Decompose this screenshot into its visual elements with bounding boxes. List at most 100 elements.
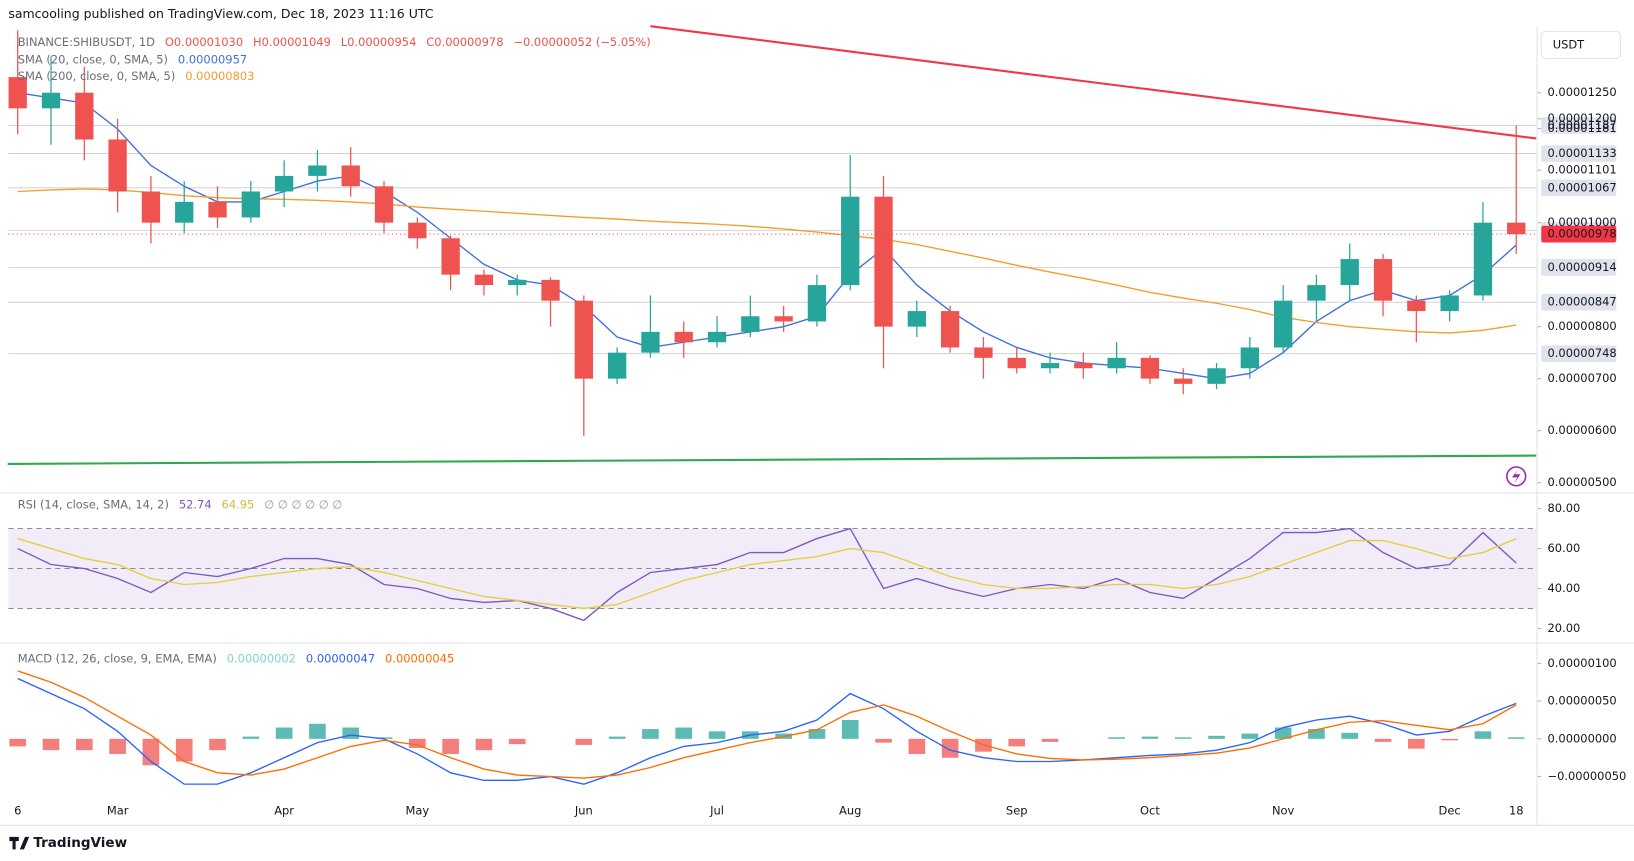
histogram-bar bbox=[1408, 738, 1425, 749]
symbol: BINANCE:SHIBUSDT, 1D bbox=[18, 34, 155, 48]
x-tick-label: Jul bbox=[709, 803, 724, 817]
candle-body bbox=[408, 222, 427, 239]
histogram-bar bbox=[1341, 732, 1359, 739]
plot-layers: 0.000011870.000011330.000010670.00000985… bbox=[7, 25, 1627, 817]
icon-circle[interactable] bbox=[1506, 466, 1527, 487]
histogram-bar bbox=[42, 738, 60, 751]
candle-body bbox=[774, 316, 793, 322]
currency-label[interactable]: USDT bbox=[1553, 37, 1585, 51]
x-tick-label: 6 bbox=[14, 803, 21, 817]
currency-button[interactable]: USDT bbox=[1540, 30, 1621, 59]
histogram-bar bbox=[508, 738, 526, 745]
series-line bbox=[17, 670, 1517, 779]
x-tick-label: Dec bbox=[1439, 803, 1461, 817]
y-tick-label: 20.00 bbox=[1548, 621, 1581, 635]
level-label-box bbox=[1541, 345, 1617, 363]
histogram-bar bbox=[1174, 737, 1192, 739]
histogram-bar bbox=[642, 729, 659, 739]
y-tick-label: 0.00001200 bbox=[1548, 111, 1617, 125]
level-label: 0.00000748 bbox=[1548, 346, 1617, 360]
histogram-bar bbox=[1008, 738, 1026, 747]
histogram-bar bbox=[442, 738, 459, 754]
ohlc-open: O0.00001030 bbox=[165, 34, 243, 48]
alert-icon[interactable] bbox=[1506, 466, 1527, 487]
histogram-bar bbox=[475, 738, 493, 751]
histogram-bar bbox=[708, 731, 726, 739]
histogram-bar bbox=[1241, 733, 1259, 739]
histogram-bar bbox=[808, 729, 826, 739]
candle-body bbox=[1074, 363, 1093, 369]
x-tick-label: Mar bbox=[107, 803, 129, 817]
candle-body bbox=[175, 201, 194, 223]
legend-value: 0.00000957 bbox=[178, 52, 247, 66]
histogram-bar bbox=[1108, 737, 1125, 739]
macd-legend: MACD (12, 26, close, 9, EMA, EMA) 0.0000… bbox=[18, 651, 455, 665]
level-label-box bbox=[1541, 145, 1617, 162]
level-label-box bbox=[1541, 117, 1617, 134]
legend-value: 0.00000047 bbox=[306, 651, 375, 665]
histogram-bar bbox=[608, 736, 626, 739]
histogram-bar bbox=[375, 737, 393, 739]
y-tick-label: 0.00001101 bbox=[1548, 163, 1617, 177]
candle-body bbox=[75, 92, 94, 140]
histogram-bar bbox=[209, 738, 226, 751]
histogram-bar bbox=[841, 719, 859, 739]
candle-body bbox=[1174, 378, 1193, 384]
candle-body bbox=[1007, 357, 1026, 369]
candle-body bbox=[1407, 300, 1426, 312]
x-tick-label: Sep bbox=[1006, 803, 1028, 817]
icon-bolt[interactable] bbox=[1512, 469, 1521, 484]
legend-value: 0.00000803 bbox=[185, 69, 254, 83]
x-tick-label: Jun bbox=[574, 803, 593, 817]
histogram-bar bbox=[1208, 735, 1225, 739]
trendline bbox=[650, 25, 1537, 140]
level-label: 0.00001187 bbox=[1548, 118, 1617, 132]
legend-value: 64.95 bbox=[222, 497, 255, 511]
histogram-bar bbox=[75, 738, 93, 751]
histogram-bar bbox=[675, 727, 693, 739]
candle-body bbox=[1440, 295, 1459, 312]
candle-body bbox=[308, 165, 327, 176]
y-tick-label: −0.00000050 bbox=[1548, 769, 1627, 783]
candle-body bbox=[474, 274, 494, 286]
candle-body bbox=[1473, 222, 1493, 296]
x-tick-label: Nov bbox=[1272, 803, 1295, 817]
candle-body bbox=[374, 186, 394, 223]
candle-body bbox=[641, 331, 660, 353]
legend-name: RSI (14, close, SMA, 14, 2) bbox=[18, 497, 169, 511]
histogram-bar bbox=[309, 723, 326, 739]
rsi-legend: RSI (14, close, SMA, 14, 2) 52.74 64.95 … bbox=[18, 497, 343, 511]
y-tick-label: 0.00000000 bbox=[1548, 731, 1617, 745]
series-line bbox=[17, 537, 1517, 610]
histogram-bar bbox=[575, 738, 593, 745]
candle-body bbox=[208, 201, 227, 218]
candle-body bbox=[1107, 357, 1126, 369]
histogram-bar bbox=[1141, 736, 1159, 739]
candle-body bbox=[1307, 285, 1326, 301]
currency-button-box[interactable] bbox=[1540, 30, 1621, 59]
histogram-bar bbox=[1041, 738, 1059, 742]
level-label: 0.00000914 bbox=[1548, 260, 1617, 274]
y-tick-label: 0.00001250 bbox=[1548, 85, 1617, 99]
last-price-label: 0.00000978 bbox=[1548, 227, 1617, 241]
published-note: samcooling published on TradingView.com,… bbox=[8, 6, 433, 21]
legend-value: 52.74 bbox=[179, 497, 212, 511]
candle-body bbox=[508, 279, 527, 286]
candle-body bbox=[241, 191, 260, 218]
candle-body bbox=[707, 331, 727, 343]
candle-body bbox=[1340, 259, 1359, 286]
y-tick-label: 0.00001000 bbox=[1548, 215, 1617, 229]
sma-legend: SMA (200, close, 0, SMA, 5) 0.00000803 bbox=[18, 69, 255, 83]
legend-extra: ∅ ∅ ∅ ∅ ∅ ∅ bbox=[264, 497, 342, 511]
candle-body bbox=[741, 316, 760, 332]
candle-body bbox=[1373, 259, 1393, 301]
y-tick-label: 40.00 bbox=[1548, 581, 1581, 595]
histogram-bar bbox=[1474, 731, 1492, 739]
x-tick-label: Apr bbox=[274, 803, 294, 817]
candle-body bbox=[8, 77, 27, 109]
y-tick-label: 0.00000600 bbox=[1548, 423, 1617, 437]
histogram-bar bbox=[1441, 738, 1458, 741]
